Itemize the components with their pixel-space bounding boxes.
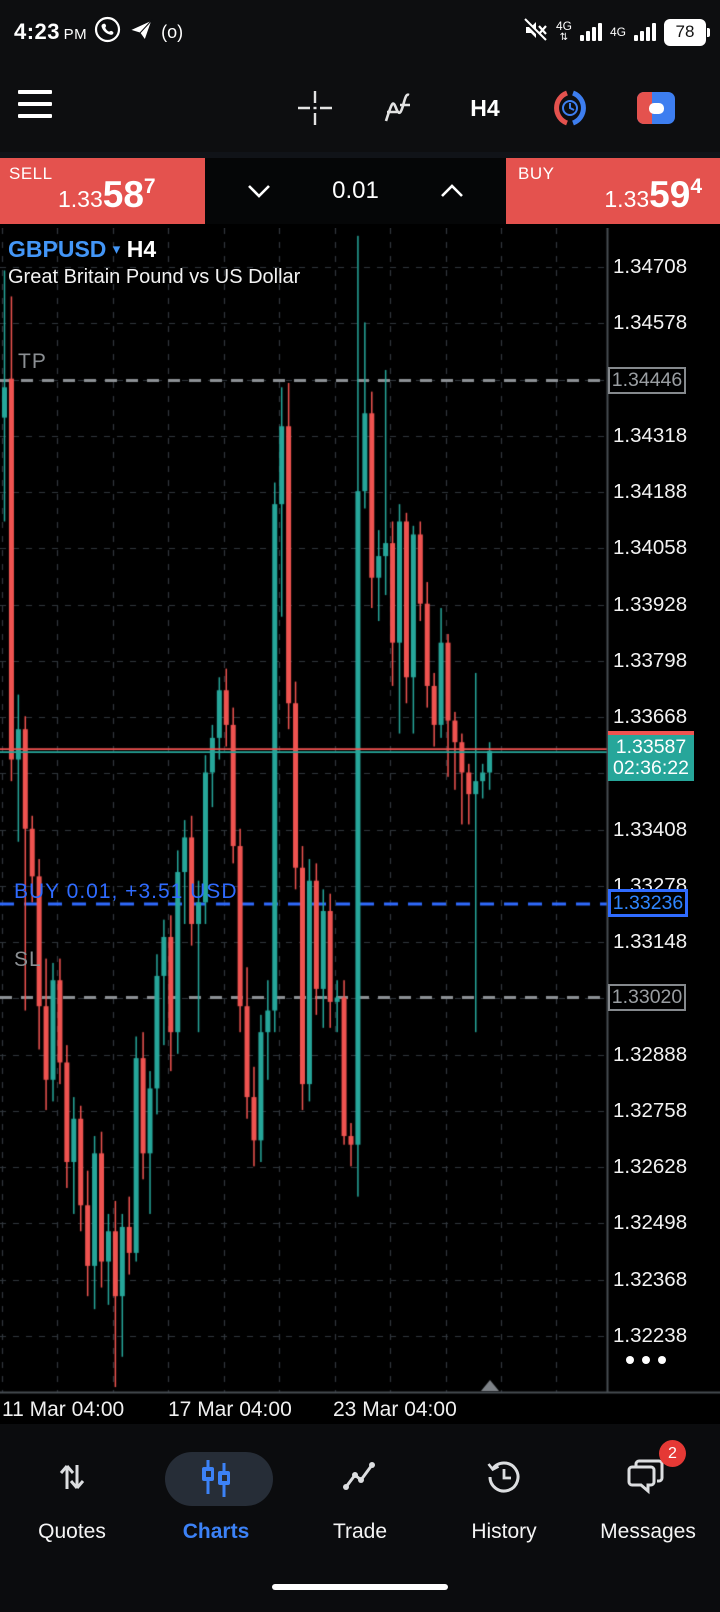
price-chart[interactable]	[0, 228, 720, 1396]
price-tick-label: 1.33408	[613, 817, 688, 841]
nav-trade[interactable]: Trade	[288, 1448, 432, 1544]
muted-icon	[522, 17, 548, 48]
chart-toolbar: H4	[0, 64, 720, 156]
time-tick-label: 23 Mar 04:00	[333, 1398, 457, 1421]
time-tick-label: 17 Mar 04:00	[168, 1398, 292, 1421]
buy-price: 1.33594	[604, 174, 702, 215]
more-options-button[interactable]	[626, 1356, 682, 1364]
quotes-icon	[0, 1448, 144, 1506]
indicators-icon[interactable]	[371, 78, 427, 138]
timeframe-label: H4	[470, 94, 500, 121]
price-tick-label: 1.33668	[613, 705, 688, 729]
sl-line-label: SL	[14, 948, 42, 971]
sell-label: SELL	[9, 164, 53, 183]
volume-decrease-button[interactable]	[239, 171, 279, 211]
price-tick-label: 1.34578	[613, 311, 688, 335]
bottom-navigation: Quotes Charts Trade History 2 Me	[0, 1424, 720, 1612]
nav-messages[interactable]: 2 Messages	[576, 1440, 720, 1544]
chart-timeframe-label: H4	[126, 236, 157, 262]
price-tick-label: 1.34188	[613, 480, 688, 504]
menu-icon[interactable]	[18, 90, 52, 118]
price-tick-label: 1.34058	[613, 536, 688, 560]
signal-bars-2	[634, 23, 656, 41]
nav-history[interactable]: History	[432, 1448, 576, 1544]
volume-box: 0.01	[205, 158, 506, 224]
volume-value[interactable]: 0.01	[332, 177, 379, 204]
messages-icon: 2	[576, 1440, 720, 1506]
trade-icon	[288, 1448, 432, 1506]
status-bar: 4:23 PM (o) 4G ⇅ 4G 78	[0, 0, 720, 64]
crosshair-icon[interactable]	[287, 78, 343, 138]
clock: 4:23 PM	[14, 19, 88, 44]
timeframe-button[interactable]: H4	[457, 78, 513, 138]
sl-price-badge[interactable]: 1.33020	[608, 984, 686, 1011]
bid-price: 1.33587	[615, 736, 687, 758]
price-tick-label: 1.34708	[613, 255, 688, 278]
bar-countdown: 02:36:22	[613, 757, 689, 779]
voice-recorder-icon: (o)	[161, 21, 184, 42]
whatsapp-icon	[94, 16, 121, 48]
symbol-name: GBPUSD	[8, 236, 107, 262]
buy-label: BUY	[518, 164, 555, 183]
tp-line-label: TP	[18, 350, 47, 373]
nav-quotes[interactable]: Quotes	[0, 1448, 144, 1544]
symbol-description: Great Britain Pound vs US Dollar	[8, 266, 301, 288]
chart-header: GBPUSD ▾ H4 Great Britain Pound vs US Do…	[8, 236, 300, 290]
position-line-label: BUY 0.01, +3.51 USD	[14, 880, 238, 903]
price-tick-label: 1.33798	[613, 648, 688, 672]
buy-button[interactable]: BUY 1.33594	[506, 158, 720, 224]
chevron-down-icon: ▾	[112, 241, 121, 258]
price-tick-label: 1.32498	[613, 1211, 688, 1235]
symbol-selector[interactable]: GBPUSD ▾ H4	[8, 236, 300, 263]
time-tick-label: 11 Mar 04:00	[2, 1398, 125, 1421]
price-tick-label: 1.33148	[613, 930, 688, 954]
telegram-icon	[128, 17, 154, 48]
current-price-badge: 1.33587 02:36:22	[608, 731, 694, 781]
nav-charts[interactable]: Charts	[144, 1448, 288, 1544]
price-tick-label: 1.32758	[613, 1098, 688, 1122]
sell-price: 1.33587	[58, 174, 156, 215]
price-tick-label: 1.32628	[613, 1155, 688, 1179]
charts-icon	[144, 1448, 288, 1506]
time-axis: 11 Mar 04:00 17 Mar 04:00 23 Mar 04:00	[0, 1398, 720, 1426]
window-icon[interactable]	[628, 78, 684, 138]
network-type-2: 4G	[609, 25, 626, 39]
price-tick-label: 1.32368	[613, 1267, 688, 1291]
price-tick-label: 1.32238	[613, 1323, 688, 1347]
battery-indicator: 78	[664, 18, 710, 46]
objects-icon[interactable]	[542, 78, 598, 138]
signal-bars-1	[579, 23, 602, 41]
tp-price-badge[interactable]: 1.34446	[608, 367, 686, 394]
position-price-badge[interactable]: 1.33236	[608, 889, 688, 917]
home-indicator[interactable]	[272, 1584, 448, 1590]
sell-button[interactable]: SELL 1.33587	[0, 158, 205, 224]
network-type-1: 4G ⇅	[555, 19, 572, 43]
order-panel: SELL 1.33587 0.01 BUY 1.33594	[0, 152, 720, 224]
price-tick-label: 1.34318	[613, 423, 688, 447]
price-tick-label: 1.33928	[613, 592, 688, 616]
volume-increase-button[interactable]	[432, 171, 472, 211]
price-tick-label: 1.32888	[613, 1042, 688, 1066]
messages-badge: 2	[659, 1440, 686, 1467]
history-icon	[432, 1448, 576, 1506]
